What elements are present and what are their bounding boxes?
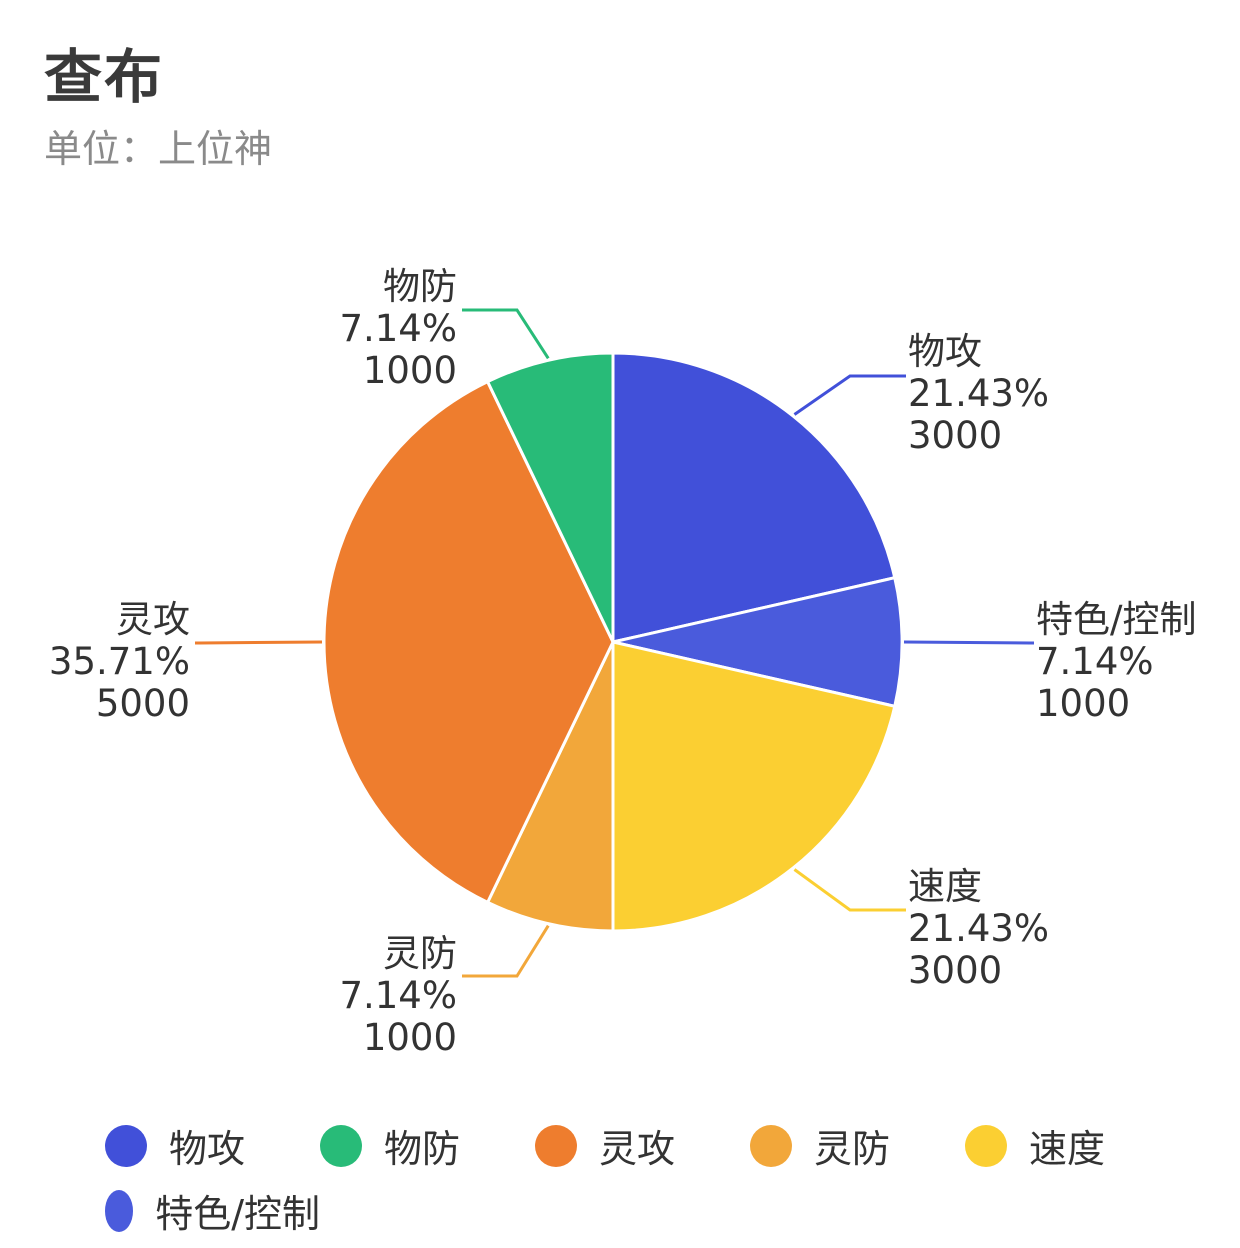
legend-swatch-icon	[320, 1124, 362, 1167]
legend-item[interactable]: 速度	[965, 1118, 1180, 1173]
legend-swatch-icon	[105, 1189, 134, 1232]
leader-line	[793, 868, 906, 912]
legend-label: 速度	[1029, 1127, 1106, 1171]
legend-swatch-icon	[965, 1124, 1007, 1167]
pie-slice[interactable]	[612, 575, 904, 709]
leader-line	[793, 374, 906, 416]
pie-slice[interactable]	[611, 640, 897, 933]
chart-title: 查布	[44, 43, 165, 111]
pie-slice[interactable]	[485, 641, 615, 933]
slice-label-value: 5000	[96, 682, 190, 725]
legend-swatch-icon	[750, 1124, 792, 1167]
leader-line	[462, 924, 550, 978]
leader-line	[903, 640, 1034, 645]
slice-label-value: 1000	[363, 349, 457, 392]
slice-label-value: 1000	[363, 1016, 457, 1059]
slice-label-value: 3000	[908, 949, 1002, 992]
slice-label-name: 灵防	[383, 932, 457, 975]
slice-label-name: 物攻	[908, 330, 982, 373]
legend-label: 灵攻	[599, 1127, 676, 1171]
slice-label-name: 灵攻	[116, 598, 190, 641]
chart-subtitle: 单位：上位神	[44, 127, 273, 171]
slice-label-value: 1000	[1036, 682, 1130, 725]
pie-slice[interactable]	[322, 379, 615, 905]
legend-label: 灵防	[814, 1127, 891, 1171]
slice-label-percent: 7.14%	[339, 307, 457, 350]
slice-label-percent: 21.43%	[908, 372, 1049, 415]
slice-label-name: 物防	[383, 265, 457, 308]
slice-label-percent: 35.71%	[49, 640, 190, 683]
legend-item[interactable]: 物攻	[105, 1118, 320, 1173]
slice-label-percent: 7.14%	[1036, 640, 1154, 683]
legend-swatch-icon	[535, 1124, 577, 1167]
slice-label-name: 速度	[908, 865, 982, 908]
legend-label: 物攻	[169, 1127, 246, 1171]
leader-line	[195, 640, 323, 645]
pie-slice[interactable]	[485, 351, 615, 643]
pie-slice[interactable]	[611, 351, 897, 644]
slice-label-name: 特色/控制	[1036, 598, 1196, 641]
slice-label-value: 3000	[908, 414, 1002, 457]
legend-label: 特色/控制	[155, 1192, 320, 1236]
legend-item[interactable]: 物防	[320, 1118, 535, 1173]
legend-item[interactable]: 灵攻	[535, 1118, 750, 1173]
legend-item[interactable]: 特色/控制	[105, 1183, 320, 1238]
chart-legend: 物攻 物防 灵攻 灵防 速度特色/控制	[105, 1118, 1215, 1248]
leader-line	[462, 308, 550, 360]
legend-label: 物防	[384, 1127, 461, 1171]
slice-label-percent: 21.43%	[908, 907, 1049, 950]
legend-swatch-icon	[105, 1124, 147, 1167]
legend-item[interactable]: 灵防	[750, 1118, 965, 1173]
slice-label-percent: 7.14%	[339, 974, 457, 1017]
pie-chart: 物攻21.43%3000特色/控制7.14%1000速度21.43%3000灵防…	[49, 265, 1197, 1059]
